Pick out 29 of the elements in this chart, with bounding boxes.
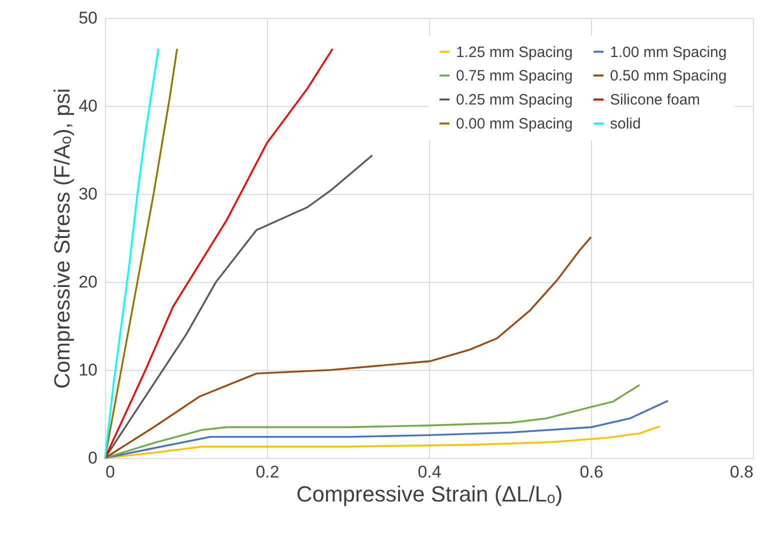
y-tick-label: 10	[78, 360, 98, 380]
line-series	[104, 48, 160, 459]
line-series	[104, 48, 334, 459]
line-series	[104, 48, 178, 459]
legend-label: 1.00 mm Spacing	[610, 44, 727, 61]
legend-label: 1.25 mm Spacing	[456, 44, 573, 61]
line-series	[104, 236, 592, 459]
legend-label: 0.00 mm Spacing	[456, 116, 573, 132]
x-axis-title: Compressive Strain (ΔL/Lₒ)	[296, 482, 563, 506]
legend-label: Silicone foam	[610, 92, 700, 108]
x-tick-label: 0.4	[418, 462, 442, 482]
legend-label: 0.25 mm Spacing	[456, 92, 573, 108]
legend-label: 0.50 mm Spacing	[610, 68, 727, 84]
x-tick-label: 0	[106, 462, 115, 482]
y-tick-label: 50	[78, 8, 98, 28]
x-tick-label: 0.2	[256, 462, 280, 482]
legend-label: 0.75 mm Spacing	[456, 68, 573, 84]
x-tick-label: 0.6	[580, 462, 604, 482]
line-series	[104, 384, 640, 459]
x-tick-label: 0.8	[730, 462, 754, 482]
line-series	[104, 400, 669, 459]
y-tick-label: 30	[78, 184, 98, 204]
y-tick-label: 40	[78, 96, 98, 116]
line-series	[104, 425, 661, 459]
y-tick-label: 20	[78, 272, 98, 292]
legend-label: solid	[610, 116, 641, 132]
y-tick-label: 0	[88, 448, 98, 468]
y-axis-title: Compressive Stress (F/Aₒ), psi	[50, 88, 75, 389]
line-series	[104, 154, 374, 459]
